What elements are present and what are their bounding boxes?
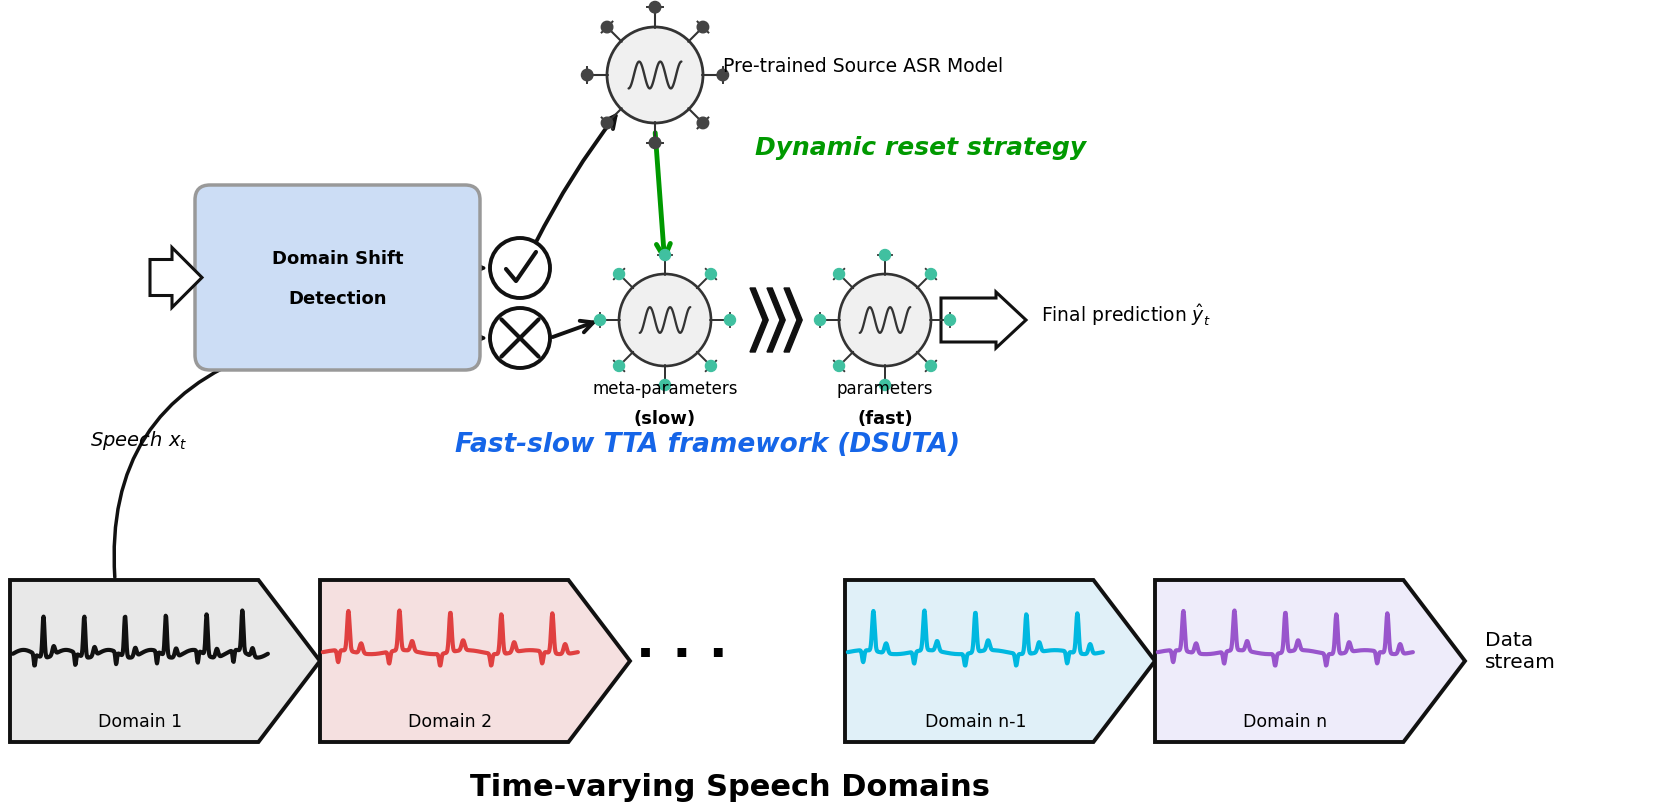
Polygon shape [767,288,786,352]
Text: Pre-trained Source ASR Model: Pre-trained Source ASR Model [723,58,1003,76]
Circle shape [834,360,844,372]
Circle shape [649,137,661,148]
Circle shape [698,117,709,129]
Text: Domain 2: Domain 2 [409,713,492,731]
Circle shape [925,360,937,372]
Text: Final prediction $\hat{y}_t$: Final prediction $\hat{y}_t$ [1041,302,1211,328]
Text: Time-varying Speech Domains: Time-varying Speech Domains [470,774,990,803]
Circle shape [724,314,736,326]
Circle shape [706,269,716,279]
Circle shape [613,360,625,372]
Text: parameters: parameters [837,380,933,398]
Polygon shape [942,292,1026,348]
Circle shape [649,2,661,13]
Circle shape [601,117,613,129]
Text: Data
stream: Data stream [1485,630,1556,671]
Circle shape [814,314,826,326]
Text: Fast-slow TTA framework (DSUTA): Fast-slow TTA framework (DSUTA) [455,432,960,458]
Circle shape [606,27,703,123]
Text: (fast): (fast) [857,410,914,428]
Circle shape [879,249,890,261]
Circle shape [839,274,932,366]
Circle shape [698,21,709,33]
Circle shape [834,269,844,279]
Text: Speech $x_t$: Speech $x_t$ [90,428,188,451]
Polygon shape [845,580,1154,742]
Circle shape [581,69,593,81]
Circle shape [718,69,729,81]
Circle shape [601,21,613,33]
FancyBboxPatch shape [194,185,480,370]
Polygon shape [10,580,321,742]
Polygon shape [751,288,767,352]
Text: Domain n-1: Domain n-1 [925,713,1026,731]
Circle shape [706,360,716,372]
Text: Domain n: Domain n [1244,713,1327,731]
Circle shape [620,274,711,366]
Text: Domain Shift: Domain Shift [272,250,404,268]
Polygon shape [321,580,630,742]
Circle shape [659,379,671,390]
Text: Domain 1: Domain 1 [98,713,183,731]
Circle shape [490,308,550,368]
Circle shape [490,238,550,298]
Circle shape [879,379,890,390]
Text: (slow): (slow) [635,410,696,428]
Polygon shape [784,288,802,352]
Circle shape [945,314,955,326]
Polygon shape [149,248,203,308]
Text: Detection: Detection [289,291,387,309]
Text: meta-parameters: meta-parameters [593,380,737,398]
Polygon shape [1154,580,1465,742]
Circle shape [595,314,606,326]
Circle shape [925,269,937,279]
Text: · · ·: · · · [636,632,728,680]
Text: Dynamic reset strategy: Dynamic reset strategy [756,136,1086,160]
Circle shape [659,249,671,261]
Circle shape [613,269,625,279]
